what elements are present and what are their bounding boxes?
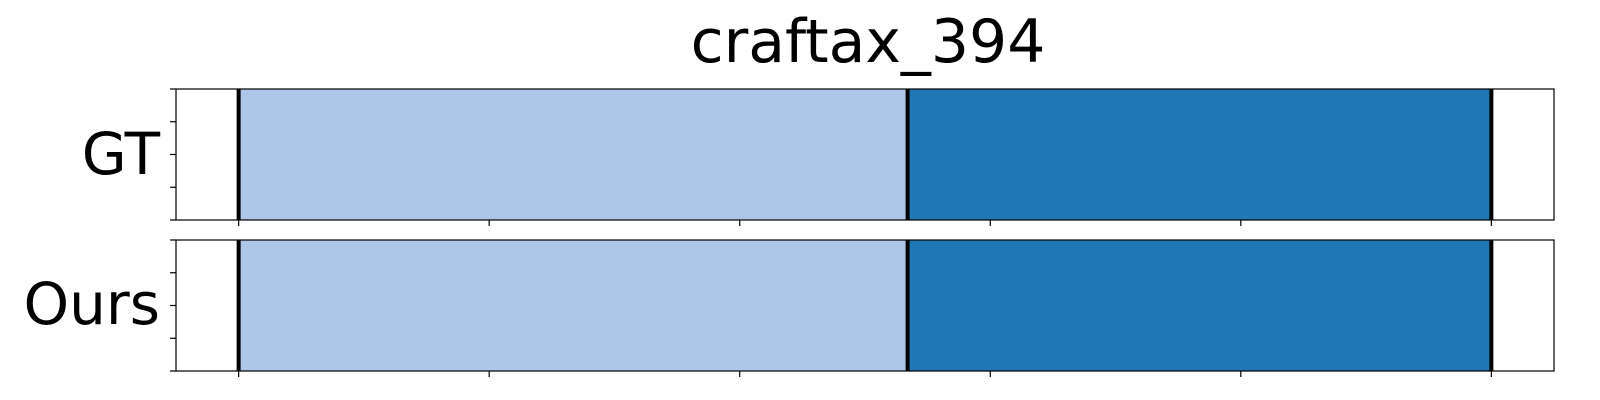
segment-gt-0 [238,89,908,220]
segment-ours-0 [238,240,908,371]
segment-ours-1 [907,240,1492,371]
row-label-ours: Ours [23,270,160,338]
chart-title: craftax_394 [690,7,1046,77]
segment-gt-1 [907,89,1492,220]
row-label-gt: GT [81,120,160,188]
